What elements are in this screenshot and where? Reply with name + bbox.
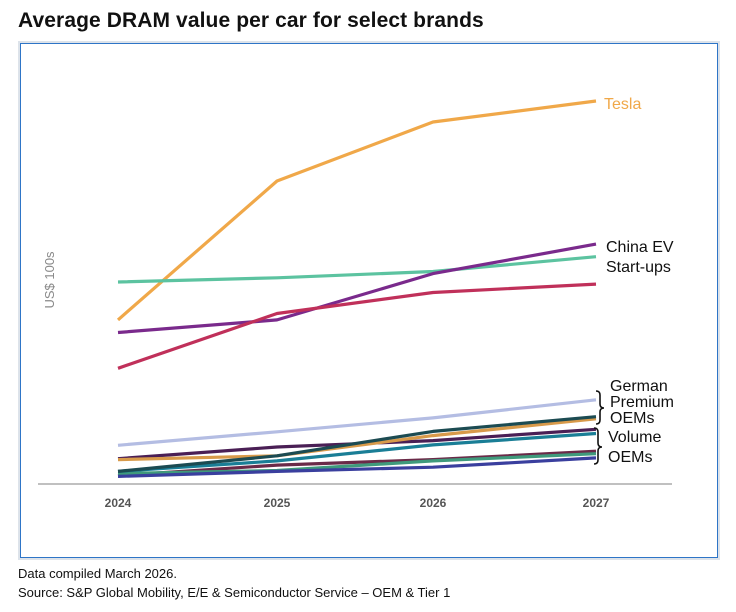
source-note: Source: S&P Global Mobility, E/E & Semic… [18, 585, 451, 600]
china-ev-label: China EV [606, 239, 674, 256]
series-line [117, 398, 597, 447]
german-bracket [595, 390, 605, 425]
volume-bracket [593, 427, 603, 465]
series-line [116, 99, 597, 322]
volume-label: Volume [608, 429, 661, 446]
series-line [117, 431, 597, 473]
series-line [117, 452, 597, 476]
series-line [117, 417, 597, 462]
x-tick-label: 2026 [420, 496, 447, 510]
startups-label: Start-ups [606, 259, 671, 276]
series-line [117, 449, 597, 478]
x-tick-label: 2027 [583, 496, 610, 510]
x-tick-label: 2024 [105, 496, 132, 510]
german-label: German [610, 378, 668, 395]
series-layer [116, 99, 597, 478]
data-compiled-note: Data compiled March 2026. [18, 566, 177, 581]
y-axis-label: US$ 100s [42, 251, 57, 309]
tesla-label: Tesla [604, 96, 641, 113]
x-tick-label: 2025 [264, 496, 291, 510]
series-line [117, 242, 597, 335]
axis-layer: 2024 2025 2026 2027 US$ 100s [38, 251, 672, 510]
german-oems-label: OEMs [610, 410, 654, 427]
chart-title: Average DRAM value per car for select br… [18, 9, 484, 32]
series-line [117, 255, 597, 284]
series-line [117, 456, 597, 478]
series-line [117, 282, 597, 370]
premium-label: Premium [610, 394, 674, 411]
series-line [117, 415, 597, 473]
volume-oems-label: OEMs [608, 449, 652, 466]
